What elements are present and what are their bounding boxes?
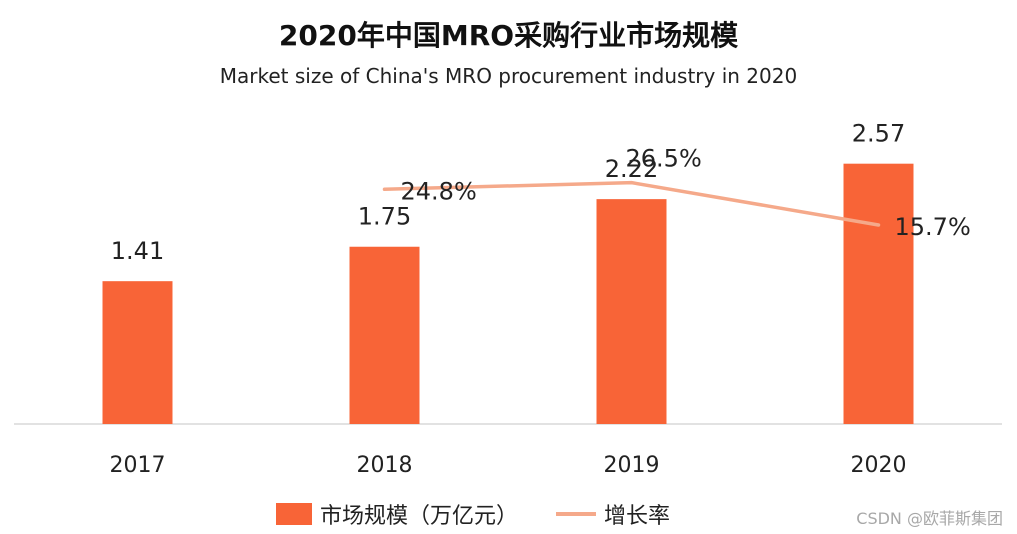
x-tick-label-2020: 2020 <box>851 453 907 478</box>
legend-label-growth-rate: 增长率 <box>604 504 671 529</box>
legend-label-market-size: 市场规模（万亿元） <box>320 504 519 529</box>
bar-value-label-2017: 1.41 <box>111 237 164 265</box>
watermark: CSDN @欧菲斯集团 <box>856 509 1003 528</box>
bar-value-label-2019: 2.22 <box>605 155 658 183</box>
chart-subtitle: Market size of China's MRO procurement i… <box>219 64 798 88</box>
x-tick-label-2018: 2018 <box>357 453 413 478</box>
x-tick-label-2017: 2017 <box>110 453 166 478</box>
bar-2020 <box>843 163 914 424</box>
legend: 市场规模（万亿元） 增长率 <box>276 498 670 530</box>
growth-rate-label-2018: 24.8% <box>401 177 477 205</box>
chart-title: 2020年中国MRO采购行业市场规模 <box>278 19 739 52</box>
legend-swatch-growth-rate <box>556 512 597 516</box>
growth-rate-label-2020: 15.7% <box>895 213 971 241</box>
bar-2018 <box>349 246 420 424</box>
growth-rate-line <box>382 180 881 227</box>
legend-swatch-market-size <box>276 503 312 525</box>
growth-rate-label-2019: 26.5% <box>626 145 702 173</box>
bar-value-label-2020: 2.57 <box>852 120 905 148</box>
bar-value-label-2018: 1.75 <box>358 203 411 231</box>
bar-2019 <box>596 199 667 424</box>
bar-2017 <box>102 281 173 424</box>
x-tick-label-2019: 2019 <box>604 453 660 478</box>
